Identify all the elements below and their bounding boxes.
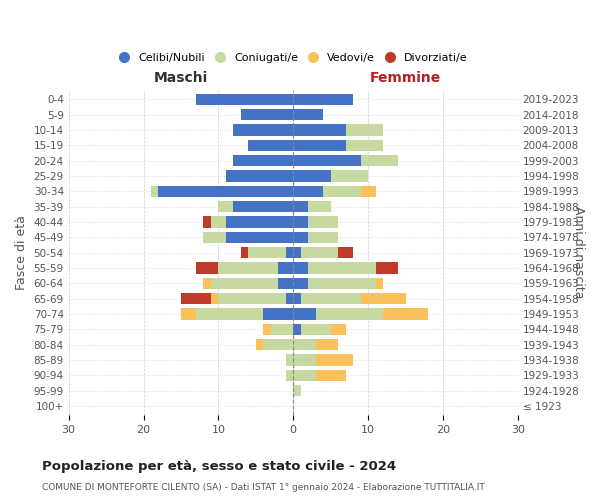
Bar: [308, 278, 376, 289]
Bar: [203, 278, 211, 289]
Bar: [293, 385, 301, 396]
Bar: [263, 324, 271, 335]
Legend: Celibi/Nubili, Coniugati/e, Vedovi/e, Divorziati/e: Celibi/Nubili, Coniugati/e, Vedovi/e, Di…: [115, 48, 472, 68]
Text: COMUNE DI MONTEFORTE CILENTO (SA) - Dati ISTAT 1° gennaio 2024 - Elaborazione TU: COMUNE DI MONTEFORTE CILENTO (SA) - Dati…: [42, 482, 485, 492]
Bar: [233, 201, 293, 212]
Bar: [158, 186, 293, 197]
Bar: [308, 201, 331, 212]
Bar: [226, 232, 293, 243]
Bar: [278, 262, 293, 274]
Bar: [293, 308, 316, 320]
Text: Maschi: Maschi: [154, 72, 208, 86]
Bar: [293, 155, 361, 166]
Bar: [316, 370, 346, 381]
Bar: [226, 216, 293, 228]
Bar: [376, 278, 383, 289]
Bar: [263, 308, 293, 320]
Bar: [196, 94, 293, 105]
Bar: [316, 339, 338, 350]
Bar: [293, 124, 346, 136]
Bar: [233, 124, 293, 136]
Bar: [316, 354, 353, 366]
Bar: [293, 216, 308, 228]
Bar: [308, 232, 338, 243]
Bar: [383, 308, 428, 320]
Bar: [308, 262, 376, 274]
Bar: [361, 186, 376, 197]
Bar: [293, 94, 353, 105]
Bar: [331, 324, 346, 335]
Bar: [278, 278, 293, 289]
Bar: [293, 140, 346, 151]
Text: Popolazione per età, sesso e stato civile - 2024: Popolazione per età, sesso e stato civil…: [42, 460, 396, 473]
Bar: [293, 170, 331, 181]
Bar: [293, 232, 308, 243]
Bar: [181, 293, 211, 304]
Bar: [293, 201, 308, 212]
Bar: [361, 293, 406, 304]
Bar: [293, 278, 308, 289]
Bar: [293, 109, 323, 120]
Bar: [361, 155, 398, 166]
Bar: [301, 293, 361, 304]
Bar: [286, 247, 293, 258]
Bar: [233, 155, 293, 166]
Bar: [316, 308, 383, 320]
Bar: [218, 262, 278, 274]
Bar: [293, 324, 301, 335]
Bar: [286, 370, 293, 381]
Bar: [263, 339, 293, 350]
Bar: [286, 354, 293, 366]
Bar: [338, 247, 353, 258]
Bar: [323, 186, 361, 197]
Bar: [248, 247, 286, 258]
Bar: [196, 308, 263, 320]
Bar: [241, 247, 248, 258]
Bar: [203, 232, 226, 243]
Bar: [218, 293, 286, 304]
Bar: [376, 262, 398, 274]
Bar: [196, 262, 218, 274]
Bar: [293, 339, 316, 350]
Bar: [256, 339, 263, 350]
Bar: [271, 324, 293, 335]
Y-axis label: Anni di nascita: Anni di nascita: [572, 206, 585, 299]
Bar: [301, 247, 338, 258]
Bar: [241, 109, 293, 120]
Bar: [286, 293, 293, 304]
Bar: [301, 324, 331, 335]
Bar: [293, 370, 316, 381]
Bar: [151, 186, 158, 197]
Bar: [248, 140, 293, 151]
Bar: [293, 293, 301, 304]
Bar: [211, 216, 226, 228]
Bar: [308, 216, 338, 228]
Bar: [346, 140, 383, 151]
Bar: [346, 124, 383, 136]
Bar: [203, 216, 211, 228]
Bar: [226, 170, 293, 181]
Bar: [181, 308, 196, 320]
Bar: [218, 201, 233, 212]
Bar: [331, 170, 368, 181]
Text: Femmine: Femmine: [370, 72, 441, 86]
Bar: [211, 278, 278, 289]
Bar: [293, 262, 308, 274]
Bar: [293, 186, 323, 197]
Bar: [211, 293, 218, 304]
Y-axis label: Fasce di età: Fasce di età: [15, 215, 28, 290]
Bar: [293, 247, 301, 258]
Bar: [293, 354, 316, 366]
